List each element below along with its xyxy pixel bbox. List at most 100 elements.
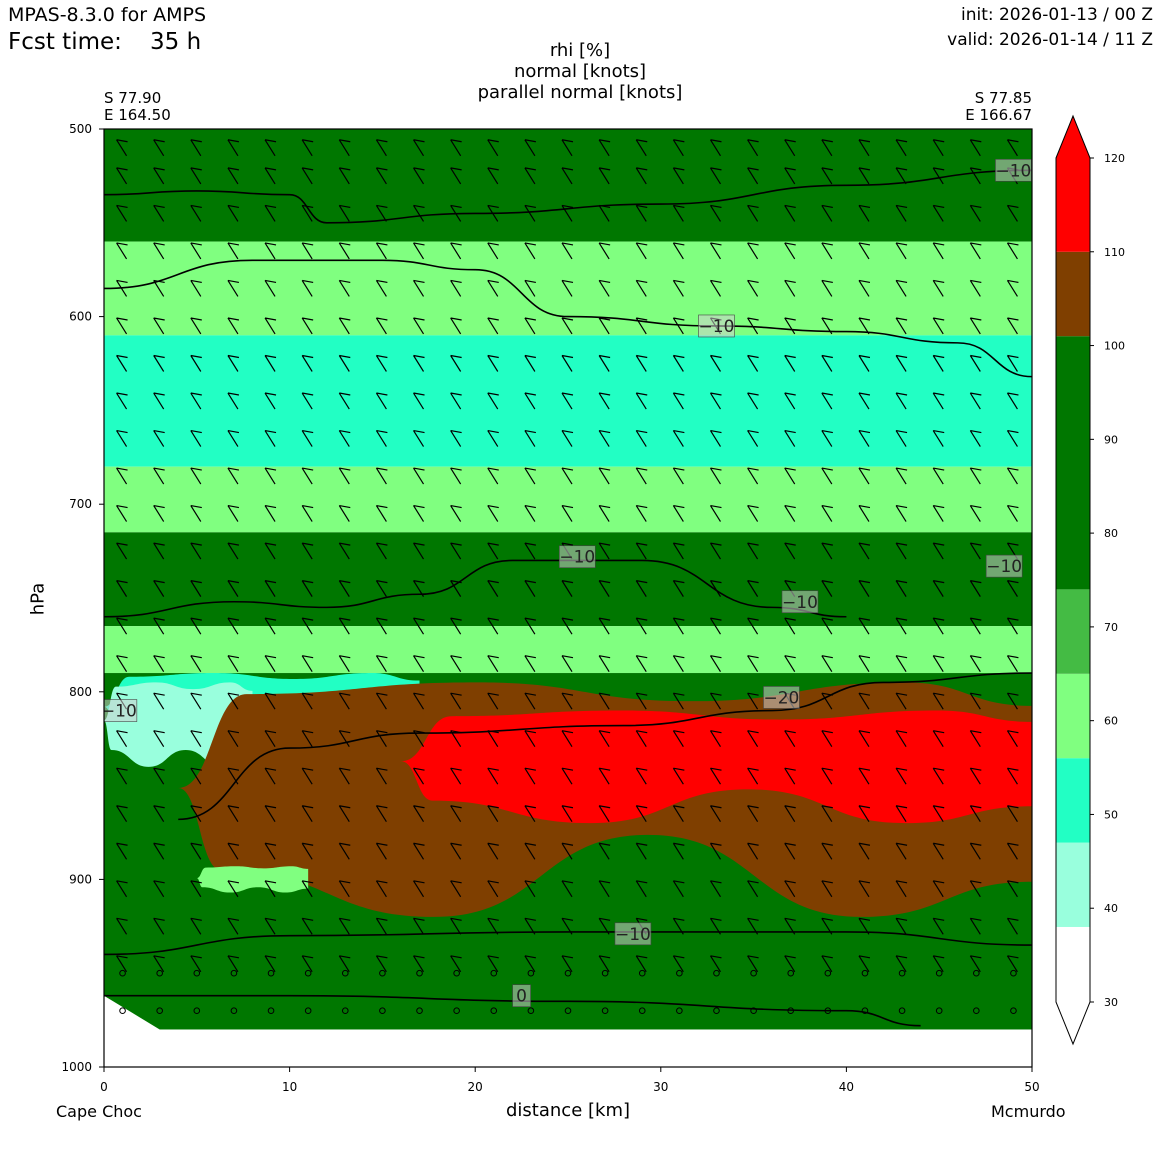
wind-barb: [190, 317, 202, 335]
contour-label-box: [698, 314, 735, 338]
wind-barb: [413, 139, 425, 157]
wind-barb: [709, 204, 722, 222]
x-tick-label: 30: [653, 1080, 668, 1094]
wind-barb: [672, 542, 685, 560]
wind-barb: [747, 880, 759, 898]
wind-barb: [635, 767, 648, 785]
wind-barb: [153, 767, 165, 785]
colorbar-extend-top: [1056, 116, 1090, 158]
wind-barb: [747, 204, 759, 222]
wind-barb: [1006, 842, 1019, 860]
wind-barb: [821, 880, 833, 898]
wind-barb: [338, 317, 351, 335]
wind-barb: [561, 805, 574, 823]
wind-barb: [709, 429, 722, 447]
wind-barb: [116, 139, 128, 157]
wind-barb: [153, 917, 165, 935]
wind-barb: [858, 917, 871, 935]
wind-barb: [784, 467, 796, 485]
left-location-label: Cape Choc: [56, 1102, 142, 1121]
wind-barb: [487, 429, 499, 447]
colorbar-segment: [1056, 758, 1090, 843]
wind-barb: [1006, 317, 1019, 335]
wind-barb: [969, 842, 982, 860]
wind-barb: [895, 730, 908, 748]
wind-barb: [413, 842, 425, 860]
wind-barb: [153, 880, 165, 898]
colorbar-segment: [1056, 336, 1090, 590]
wind-barb: [301, 955, 314, 973]
wind-barb: [116, 167, 128, 185]
colorbar-segment: [1056, 842, 1090, 927]
wind-barb: [264, 730, 277, 748]
wind-barb: [821, 692, 833, 710]
wind-barb: [413, 242, 425, 260]
wind-barb: [709, 692, 722, 710]
calm-wind-marker: [787, 969, 795, 977]
wind-barb: [301, 204, 314, 222]
wind-barb: [487, 767, 499, 785]
wind-barb: [487, 617, 499, 635]
wind-barb: [969, 542, 982, 560]
wind-barb: [264, 580, 277, 597]
calm-wind-marker: [638, 969, 646, 977]
calm-wind-marker: [304, 969, 312, 977]
wind-barb: [153, 467, 165, 485]
wind-barb: [969, 317, 982, 335]
wind-barb: [784, 767, 796, 785]
wind-barb: [747, 354, 759, 372]
chart-title-parallel: parallel normal [knots]: [477, 82, 683, 103]
wind-barb: [932, 767, 945, 785]
wind-barb: [487, 542, 499, 560]
wind-barb: [598, 805, 611, 823]
wind-barb: [524, 955, 536, 973]
wind-barb: [969, 204, 982, 222]
wind-barb: [672, 167, 685, 185]
wind-barb: [375, 279, 388, 297]
wind-barb: [858, 955, 871, 973]
wind-barb: [153, 655, 165, 672]
wind-barb: [264, 542, 277, 560]
wind-barb: [932, 580, 945, 597]
wind-barb: [747, 279, 759, 297]
wind-barb: [450, 504, 462, 522]
wind-barb: [932, 692, 945, 710]
wind-barb: [598, 139, 611, 157]
wind-barb: [895, 354, 908, 372]
wind-barb: [821, 504, 833, 522]
calm-wind-marker: [230, 969, 238, 977]
wind-barb: [524, 917, 536, 935]
wind-barb: [709, 955, 722, 973]
wind-barb: [969, 467, 982, 485]
wind-barb: [821, 730, 833, 748]
wind-barb: [1006, 429, 1019, 447]
wind-barb: [598, 917, 611, 935]
wind-barb: [858, 279, 871, 297]
calm-wind-marker: [341, 1007, 349, 1015]
wind-barb: [116, 880, 128, 898]
wind-barb: [821, 242, 833, 260]
calm-wind-marker: [713, 1007, 720, 1015]
x-tick-label: 10: [282, 1080, 297, 1094]
wind-barb: [672, 504, 685, 522]
wind-barb: [338, 542, 351, 560]
calm-wind-marker: [416, 969, 423, 977]
wind-barb: [487, 842, 499, 860]
calm-wind-marker: [193, 969, 201, 977]
wind-barb: [301, 429, 314, 447]
wind-barb: [747, 730, 759, 748]
wind-barb: [561, 692, 574, 710]
wind-barb: [858, 204, 871, 222]
wind-barb: [227, 317, 240, 335]
wind-barb: [709, 917, 722, 935]
contour-label: −20: [763, 688, 799, 708]
wind-barb: [561, 429, 574, 447]
wind-barb: [1006, 955, 1019, 973]
wind-barb: [190, 279, 202, 297]
wind-barb: [190, 467, 202, 485]
wind-barb: [598, 655, 611, 672]
wind-barb: [895, 767, 908, 785]
wind-barb: [672, 617, 685, 635]
wind-barb: [561, 354, 574, 372]
